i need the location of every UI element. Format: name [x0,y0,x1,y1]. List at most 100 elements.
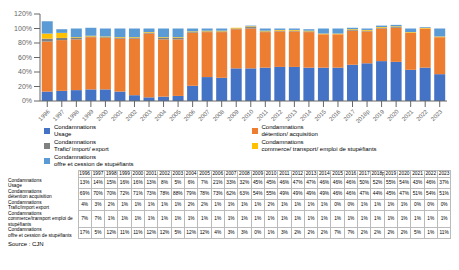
html-text:2%: 2% [360,229,368,235]
svg-text:20%: 20% [18,83,32,90]
html-text:Condamnations commerce/ transp: Condamnations commerce/ transport/ emplo… [261,139,377,152]
html-text:1%: 1% [320,215,328,221]
svg-text:2021: 2021 [401,108,415,122]
html-text:Condamnations Usage: Condamnations Usage [54,124,96,137]
html-text:1%: 1% [214,215,222,221]
html-text:1%: 1% [201,215,208,221]
html-text:7%: 7% [347,229,355,235]
html-text:1%: 1% [280,215,288,221]
html-text:1%: 1% [254,215,262,221]
html-text:1%: 1% [147,215,155,221]
html-text:2%: 2% [374,229,381,235]
html-text:12%: 12% [186,229,196,235]
svg-text:2022: 2022 [415,108,429,122]
svg-text:1999: 1999 [81,108,95,122]
html-text:Condamnations Trafic/ import/: Condamnations Trafic/ import/ export [54,139,109,152]
html-text:1%: 1% [174,215,182,221]
html-text:Condamnations offre et cession: Condamnations offre et cession de stupéf… [54,154,134,167]
html-text:7%: 7% [94,215,102,221]
svg-text:2003: 2003 [139,108,153,122]
html-text:5%: 5% [94,229,102,235]
svg-text:2002: 2002 [125,108,139,122]
html-text:1%: 1% [134,215,142,221]
html-text:1%: 1% [400,215,408,221]
html-text:Condamnations détention/ acqui: Condamnations détention/ acquisition [261,124,318,137]
svg-text:1998: 1998 [66,108,80,122]
svg-text:2000: 2000 [95,108,109,122]
svg-text:120%: 120% [14,10,32,17]
svg-text:2006: 2006 [183,108,197,122]
html-text:1%: 1% [187,215,195,221]
html-text:1%: 1% [374,215,381,221]
html-text:1%: 1% [360,215,368,221]
svg-text:2019: 2019 [372,108,386,122]
html-text:1%: 1% [240,215,248,221]
html-text:2%: 2% [400,229,408,235]
svg-text:2014: 2014 [299,108,313,122]
html-text:3%: 3% [240,229,248,235]
svg-text:2017: 2017 [342,108,357,123]
svg-text:60%: 60% [18,54,32,61]
svg-text:2009: 2009 [226,108,240,122]
html-text:1%: 1% [307,215,315,221]
svg-text:100%: 100% [14,25,32,32]
svg-text:2007: 2007 [197,108,211,122]
svg-text:2015: 2015 [313,108,327,122]
html-text:1%: 1% [347,215,355,221]
svg-text:1996: 1996 [37,108,51,122]
html-text:Condamnations Usage: Condamnations Usage [8,177,42,188]
html-text:2%: 2% [387,229,395,235]
html-text:2%: 2% [294,229,302,235]
svg-text:0%: 0% [22,97,32,104]
html-text:Condamnations Trafic/import ex: Condamnations Trafic/import export [8,199,50,210]
html-text:17%: 17% [79,229,90,235]
html-text:1%: 1% [334,215,342,221]
html-text:12%: 12% [199,229,210,235]
svg-text:2023: 2023 [430,108,444,122]
svg-text:2018p: 2018p [355,108,372,123]
html-text:1%: 1% [161,215,168,221]
html-text:12%: 12% [159,229,170,235]
svg-text:2001: 2001 [110,108,124,122]
html-text:Condamnations détention acquis: Condamnations détention acquisition [8,188,52,199]
svg-text:2011: 2011 [256,108,270,122]
svg-text:2004: 2004 [154,108,168,122]
html-text:1%: 1% [227,215,235,221]
html-text:7%: 7% [81,215,89,221]
html-text:2%: 2% [320,229,328,235]
html-text:3%: 3% [227,229,235,235]
html-text:1%: 1% [267,229,275,235]
html-text:5%: 5% [414,229,421,235]
html-text:11%: 11% [120,229,130,235]
html-text:1%: 1% [267,215,275,221]
html-text:5%: 5% [174,229,182,235]
html-text:1%: 1% [294,215,302,221]
svg-text:2012: 2012 [270,108,284,122]
svg-text:80%: 80% [18,39,32,46]
svg-text:2013: 2013 [284,108,298,122]
html-text:12%: 12% [146,229,156,235]
svg-text:1997: 1997 [52,108,66,122]
html-text:7%: 7% [334,229,342,235]
html-text:1%: 1% [440,215,448,221]
html-text:1%: 1% [121,215,129,221]
svg-text:2008: 2008 [212,108,226,122]
html-text:2%: 2% [307,229,315,235]
html-text:1%: 1% [414,215,421,221]
html-text:Source : CJN: Source : CJN [8,240,44,247]
html-text:4%: 4% [214,229,222,235]
html-text:Condamnations offre et cession: Condamnations offre et cession de stupéf… [8,227,72,238]
html-text:1%: 1% [427,215,435,221]
svg-text:40%: 40% [18,68,32,75]
html-text:Condamnations commerce/transpo: Condamnations commerce/transport emploi … [8,210,73,227]
svg-text:2005: 2005 [168,108,182,122]
html-text:11%: 11% [133,229,143,235]
svg-text:2020: 2020 [386,108,400,122]
html-text:12%: 12% [106,229,117,235]
html-text:0%: 0% [254,229,262,235]
html-text:1%: 1% [387,215,395,221]
svg-text:2010: 2010 [241,108,255,122]
html-text:3%: 3% [280,229,288,235]
svg-text:2016: 2016 [328,108,342,122]
html-text:1%: 1% [107,215,115,221]
